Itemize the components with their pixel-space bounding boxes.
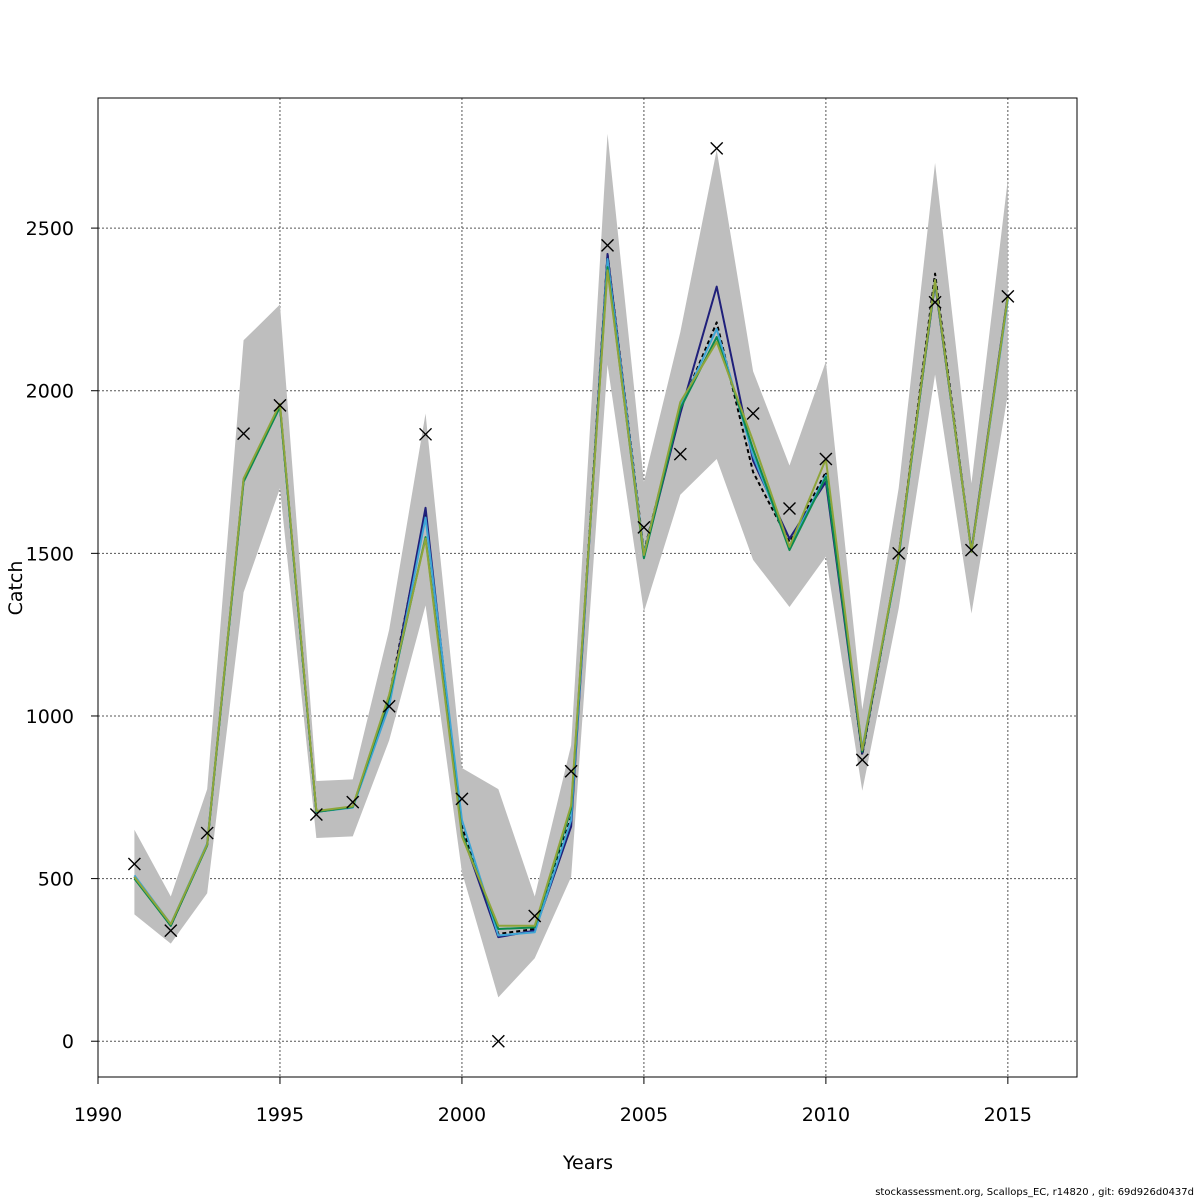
observed-point-stroke bbox=[309, 808, 323, 822]
observed-point bbox=[346, 795, 360, 809]
x-tick-label: 2005 bbox=[620, 1104, 668, 1126]
observed-point bbox=[528, 909, 542, 923]
observed-point-stroke bbox=[455, 792, 469, 806]
observed-point bbox=[892, 546, 906, 560]
x-tick-label: 1990 bbox=[74, 1104, 122, 1126]
observed-point bbox=[273, 398, 287, 412]
y-tick-label: 500 bbox=[38, 869, 74, 891]
observed-point-stroke bbox=[127, 857, 141, 871]
observed-point-stroke bbox=[346, 795, 360, 809]
y-axis-label: Catch bbox=[5, 561, 27, 616]
observed-point bbox=[601, 238, 615, 252]
credit-footer: stockassessment.org, Scallops_EC, r14820… bbox=[875, 1187, 1194, 1198]
observed-point-stroke bbox=[491, 1034, 505, 1048]
observed-point-stroke bbox=[892, 546, 906, 560]
observed-point bbox=[782, 501, 796, 515]
observed-point-stroke bbox=[928, 295, 942, 309]
y-tick-label: 1000 bbox=[26, 706, 74, 728]
observed-point-stroke bbox=[382, 699, 396, 713]
observed-point bbox=[200, 826, 214, 840]
observed-point bbox=[673, 447, 687, 461]
observed-point-stroke bbox=[819, 452, 833, 466]
observed-point bbox=[964, 543, 978, 557]
observed-point-stroke bbox=[746, 406, 760, 420]
observed-point-stroke bbox=[528, 909, 542, 923]
y-tick-label: 1500 bbox=[26, 543, 74, 565]
observed-point-stroke bbox=[237, 427, 251, 441]
observed-point-stroke bbox=[164, 924, 178, 938]
y-tick-label: 2500 bbox=[26, 218, 74, 240]
observed-point-stroke bbox=[637, 520, 651, 534]
x-tick-label: 2010 bbox=[802, 1104, 850, 1126]
observed-point bbox=[855, 753, 869, 767]
observed-point-stroke bbox=[601, 238, 615, 252]
observed-point bbox=[564, 764, 578, 778]
observed-point-stroke bbox=[855, 753, 869, 767]
observed-point bbox=[491, 1034, 505, 1048]
observed-point bbox=[710, 141, 724, 155]
observed-point-stroke bbox=[964, 543, 978, 557]
observed-point bbox=[237, 427, 251, 441]
observed-points-layer bbox=[127, 141, 1015, 1048]
observed-point bbox=[164, 924, 178, 938]
y-tick-label: 0 bbox=[62, 1031, 74, 1053]
observed-point-stroke bbox=[710, 141, 724, 155]
observed-point bbox=[419, 427, 433, 441]
series-line bbox=[133, 269, 1009, 927]
observed-point bbox=[382, 699, 396, 713]
x-tick-label: 2000 bbox=[438, 1104, 486, 1126]
confidence-band-layer bbox=[134, 133, 1008, 998]
x-tick-label: 1995 bbox=[256, 1104, 304, 1126]
observed-point bbox=[928, 295, 942, 309]
x-tick-label: 2015 bbox=[984, 1104, 1032, 1126]
observed-point bbox=[1001, 289, 1015, 303]
axis-layer: 0 500 1000 1500 2000 2500 1990 1995 2000 2005 2010… bbox=[26, 218, 1032, 1126]
observed-point-stroke bbox=[1001, 289, 1015, 303]
observed-point-stroke bbox=[273, 398, 287, 412]
observed-point-stroke bbox=[782, 501, 796, 515]
observed-point bbox=[819, 452, 833, 466]
y-tick-label: 2000 bbox=[26, 381, 74, 403]
observed-point bbox=[309, 808, 323, 822]
x-axis-label: Years bbox=[562, 1152, 613, 1174]
observed-point-stroke bbox=[200, 826, 214, 840]
observed-point bbox=[746, 406, 760, 420]
confidence-band bbox=[134, 133, 1008, 998]
observed-point-stroke bbox=[673, 447, 687, 461]
observed-point bbox=[637, 520, 651, 534]
observed-point-stroke bbox=[564, 764, 578, 778]
observed-point-stroke bbox=[419, 427, 433, 441]
observed-point bbox=[455, 792, 469, 806]
observed-point bbox=[127, 857, 141, 871]
